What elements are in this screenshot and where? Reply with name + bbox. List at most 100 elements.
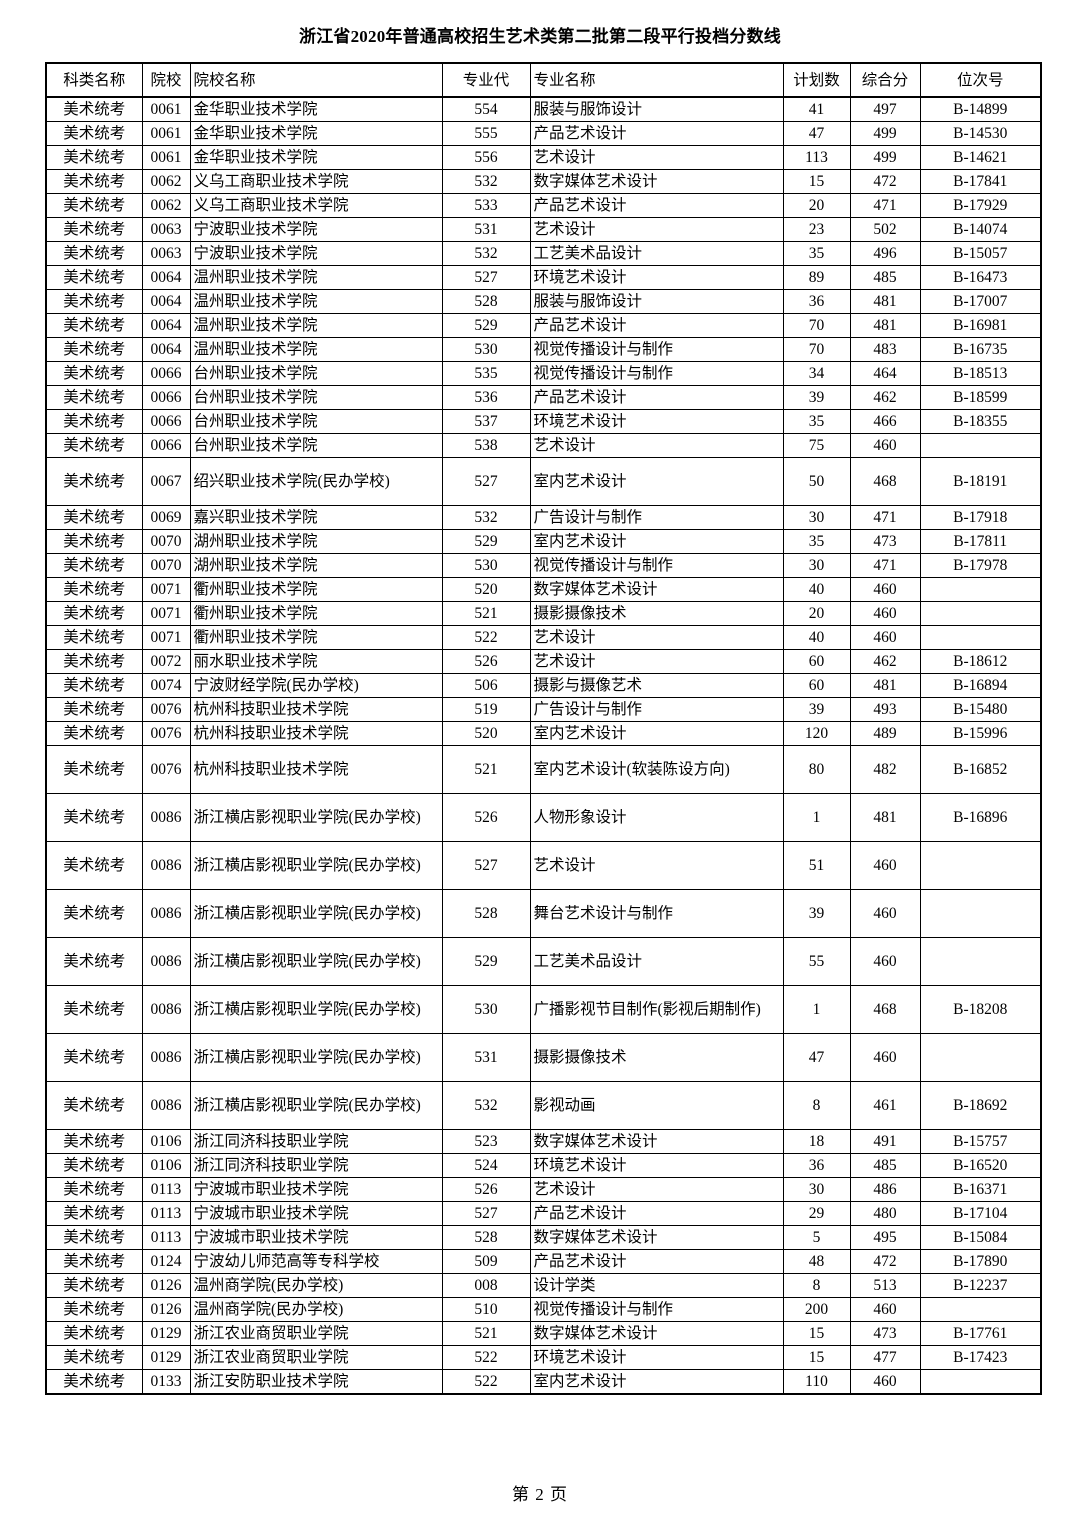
- cell-major-name: 数字媒体艺术设计: [529, 1225, 784, 1250]
- page-footer: 第 2 页: [512, 1485, 568, 1504]
- table-row: 美术统考 0086 浙江横店影视职业学院(民办学校) 526 人物形象设计 1 481 B-1…: [45, 793, 1042, 842]
- table-row: 美术统考 0129 浙江农业商贸职业学院 522 环境艺术设计 15 477 B-17423: [45, 1345, 1042, 1370]
- table-row: 美术统考 0064 温州职业技术学院 528 服装与服饰设计 36 481 B-17007: [45, 289, 1042, 314]
- cell-category: 美术统考: [45, 889, 143, 938]
- cell-score: 460: [849, 601, 921, 626]
- cell-category: 美术统考: [45, 169, 143, 194]
- cell-rank: B-17978: [919, 553, 1042, 578]
- cell-plan: 18: [782, 1129, 851, 1154]
- table-row: 美术统考 0086 浙江横店影视职业学院(民办学校) 528 舞台艺术设计与制作 39 46…: [45, 889, 1042, 938]
- cell-rank: B-15084: [919, 1225, 1042, 1250]
- cell-school-code: 0064: [141, 337, 191, 362]
- cell-plan: 15: [782, 1345, 851, 1370]
- cell-school-name: 台州职业技术学院: [189, 433, 443, 458]
- table-row: 美术统考 0086 浙江横店影视职业学院(民办学校) 531 摄影摄像技术 47 460: [45, 1033, 1042, 1082]
- cell-major-name: 广告设计与制作: [529, 505, 784, 530]
- cell-plan: 30: [782, 553, 851, 578]
- table-row: 美术统考 0062 义乌工商职业技术学院 533 产品艺术设计 20 471 B-17929: [45, 193, 1042, 218]
- cell-major-name: 产品艺术设计: [529, 121, 784, 146]
- cell-major-name: 服装与服饰设计: [529, 96, 784, 122]
- cell-school-code: 0113: [141, 1177, 191, 1202]
- cell-plan: 1: [782, 985, 851, 1034]
- cell-plan: 34: [782, 361, 851, 386]
- cell-major-code: 528: [441, 1225, 531, 1250]
- cell-school-code: 0070: [141, 529, 191, 554]
- cell-plan: 120: [782, 721, 851, 746]
- cell-score: 499: [849, 121, 921, 146]
- cell-score: 480: [849, 1201, 921, 1226]
- cell-category: 美术统考: [45, 193, 143, 218]
- cell-school-name: 温州商学院(民办学校): [189, 1273, 443, 1298]
- column-header-school-name: 院校名称: [189, 62, 443, 98]
- cell-school-name: 浙江横店影视职业学院(民办学校): [189, 1033, 443, 1082]
- cell-category: 美术统考: [45, 1177, 143, 1202]
- cell-rank: B-12237: [919, 1273, 1042, 1298]
- cell-school-name: 浙江农业商贸职业学院: [189, 1321, 443, 1346]
- cell-category: 美术统考: [45, 409, 143, 434]
- cell-school-code: 0076: [141, 745, 191, 794]
- cell-school-code: 0070: [141, 553, 191, 578]
- cell-school-name: 温州职业技术学院: [189, 313, 443, 338]
- cell-school-name: 浙江横店影视职业学院(民办学校): [189, 985, 443, 1034]
- cell-school-name: 绍兴职业技术学院(民办学校): [189, 457, 443, 506]
- cell-school-code: 0066: [141, 409, 191, 434]
- cell-score: 471: [849, 553, 921, 578]
- cell-score: 477: [849, 1345, 921, 1370]
- cell-category: 美术统考: [45, 1369, 143, 1395]
- cell-plan: 47: [782, 121, 851, 146]
- cell-major-name: 数字媒体艺术设计: [529, 577, 784, 602]
- cell-plan: 70: [782, 337, 851, 362]
- cell-plan: 15: [782, 1321, 851, 1346]
- cell-score: 489: [849, 721, 921, 746]
- cell-category: 美术统考: [45, 1345, 143, 1370]
- table-header: 科类名称 院校 院校名称 专业代 专业名称 计划数 综合分 位次号: [45, 62, 1042, 98]
- cell-major-code: 008: [441, 1273, 531, 1298]
- cell-major-code: 528: [441, 889, 531, 938]
- cell-score: 464: [849, 361, 921, 386]
- cell-category: 美术统考: [45, 505, 143, 530]
- table-row: 美术统考 0066 台州职业技术学院 535 视觉传播设计与制作 34 464 B-18513: [45, 361, 1042, 386]
- admission-score-table: 科类名称 院校 院校名称 专业代 专业名称 计划数 综合分 位次号 美术统考 00…: [45, 62, 1042, 1395]
- cell-major-code: 526: [441, 1177, 531, 1202]
- cell-school-name: 金华职业技术学院: [189, 145, 443, 170]
- cell-school-name: 台州职业技术学院: [189, 361, 443, 386]
- cell-category: 美术统考: [45, 553, 143, 578]
- cell-school-code: 0062: [141, 193, 191, 218]
- cell-plan: 30: [782, 505, 851, 530]
- cell-rank: [919, 1033, 1042, 1082]
- score-table-container: 科类名称 院校 院校名称 专业代 专业名称 计划数 综合分 位次号 美术统考 00…: [45, 62, 1042, 1395]
- table-row: 美术统考 0070 湖州职业技术学院 529 室内艺术设计 35 473 B-17811: [45, 529, 1042, 554]
- table-row: 美术统考 0062 义乌工商职业技术学院 532 数字媒体艺术设计 15 472 B-1784…: [45, 169, 1042, 194]
- cell-major-code: 530: [441, 985, 531, 1034]
- table-row: 美术统考 0066 台州职业技术学院 536 产品艺术设计 39 462 B-18599: [45, 385, 1042, 410]
- column-header-score: 综合分: [849, 62, 921, 98]
- cell-major-name: 工艺美术品设计: [529, 937, 784, 986]
- cell-plan: 50: [782, 457, 851, 506]
- cell-school-code: 0129: [141, 1321, 191, 1346]
- cell-school-name: 浙江同济科技职业学院: [189, 1153, 443, 1178]
- cell-category: 美术统考: [45, 96, 143, 122]
- cell-score: 485: [849, 265, 921, 290]
- cell-category: 美术统考: [45, 937, 143, 986]
- cell-score: 462: [849, 385, 921, 410]
- cell-major-code: 527: [441, 841, 531, 890]
- cell-plan: 35: [782, 529, 851, 554]
- table-row: 美术统考 0064 温州职业技术学院 527 环境艺术设计 89 485 B-16473: [45, 265, 1042, 290]
- cell-major-code: 533: [441, 193, 531, 218]
- table-row: 美术统考 0129 浙江农业商贸职业学院 521 数字媒体艺术设计 15 473 B-1776…: [45, 1321, 1042, 1346]
- cell-major-name: 艺术设计: [529, 217, 784, 242]
- cell-school-code: 0126: [141, 1297, 191, 1322]
- cell-plan: 75: [782, 433, 851, 458]
- column-header-plan: 计划数: [782, 62, 851, 98]
- table-row: 美术统考 0071 衢州职业技术学院 522 艺术设计 40 460: [45, 625, 1042, 650]
- cell-rank: B-16473: [919, 265, 1042, 290]
- column-header-category: 科类名称: [45, 62, 143, 98]
- cell-plan: 40: [782, 625, 851, 650]
- cell-plan: 35: [782, 241, 851, 266]
- cell-major-name: 视觉传播设计与制作: [529, 1297, 784, 1322]
- table-row: 美术统考 0076 杭州科技职业技术学院 519 广告设计与制作 39 493 B-15480: [45, 697, 1042, 722]
- cell-category: 美术统考: [45, 697, 143, 722]
- cell-school-name: 台州职业技术学院: [189, 385, 443, 410]
- cell-category: 美术统考: [45, 457, 143, 506]
- cell-score: 486: [849, 1177, 921, 1202]
